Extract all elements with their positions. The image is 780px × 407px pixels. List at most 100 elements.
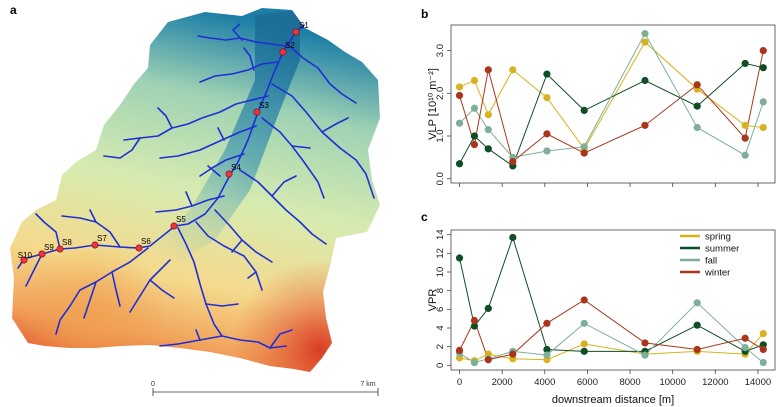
vlp-fall-point bbox=[543, 147, 551, 155]
vlp-summer-point bbox=[693, 102, 701, 110]
site-marker bbox=[135, 244, 143, 252]
vlp-fall-point bbox=[641, 29, 649, 38]
site-label: S4 bbox=[231, 163, 241, 172]
vlp-summer-point bbox=[641, 76, 649, 85]
vlp-spring-point bbox=[543, 93, 551, 102]
vlp-winter-point bbox=[484, 66, 492, 74]
vlp-spring-point bbox=[759, 123, 767, 132]
vpr-chart: c VPR downstream distance [m] 0 2 4 6 8 10 12 1… bbox=[421, 210, 776, 406]
vlp-winter-line bbox=[459, 50, 764, 163]
vpr-fall-point bbox=[693, 299, 701, 307]
vpr-spring-line bbox=[459, 333, 764, 362]
vlp-spring-point bbox=[455, 83, 464, 91]
vpr-fall-point bbox=[543, 351, 551, 359]
vlp-summer-point bbox=[759, 64, 767, 72]
vlp-summer-point bbox=[470, 132, 479, 140]
vpr-winter-point bbox=[759, 345, 767, 354]
vlp-fall-line bbox=[459, 32, 764, 158]
vpr-winter-point bbox=[470, 316, 479, 325]
vpr-x-tick-label: 14000 bbox=[745, 377, 771, 388]
legend-label-spring: spring bbox=[705, 232, 731, 243]
site-marker bbox=[20, 256, 28, 264]
vlp-spring-point bbox=[484, 111, 492, 119]
vpr-fall-line bbox=[459, 302, 764, 364]
vpr-winter-point bbox=[509, 350, 517, 358]
catchment-map: a bbox=[10, 3, 380, 396]
sampling-sites: S1 S2 S3 S4 S5 S6 S7 S8 S9 S10 bbox=[18, 21, 309, 264]
x-axis-title: downstream distance [m] bbox=[552, 394, 674, 406]
vpr-summer-point bbox=[543, 345, 551, 354]
vpr-winter-point bbox=[693, 345, 701, 354]
vpr-spring-point bbox=[580, 340, 588, 348]
vpr-y-tick-label: 4 bbox=[435, 325, 446, 330]
vpr-winter-point bbox=[484, 356, 492, 364]
vlp-spring-line bbox=[459, 41, 764, 150]
vpr-series bbox=[455, 233, 767, 367]
site-label: S10 bbox=[18, 251, 33, 260]
site-marker bbox=[38, 250, 46, 258]
legend-label-fall: fall bbox=[705, 256, 717, 267]
vlp-axes: 0.0 1.0 2.0 3.0 bbox=[435, 44, 759, 187]
vlp-winter-point bbox=[580, 149, 588, 157]
vlp-fall-point bbox=[693, 123, 701, 132]
vpr-fall-point bbox=[641, 351, 649, 359]
vpr-winter-point bbox=[543, 319, 551, 327]
vpr-fall-point bbox=[741, 344, 749, 352]
vpr-fall-point bbox=[759, 358, 767, 367]
river-network bbox=[17, 23, 375, 349]
vpr-x-tick-label: 12000 bbox=[702, 377, 728, 388]
legend-label-summer: summer bbox=[705, 244, 739, 255]
vpr-x-tick-label: 10000 bbox=[659, 377, 685, 388]
vpr-summer-point bbox=[484, 304, 492, 312]
vpr-y-tick-label: 6 bbox=[435, 307, 446, 312]
vlp-summer-line bbox=[459, 62, 764, 167]
vlp-fall-point bbox=[759, 98, 767, 106]
site-marker bbox=[292, 28, 300, 36]
vpr-summer-line bbox=[459, 235, 764, 352]
vpr-winter-point bbox=[641, 339, 649, 347]
vlp-summer-point bbox=[543, 70, 551, 78]
vpr-winter-point bbox=[580, 296, 588, 304]
scale-bar-start-label: 0 bbox=[151, 381, 155, 388]
site-label: S9 bbox=[44, 243, 54, 252]
vlp-winter-point bbox=[509, 158, 517, 166]
site-label: S2 bbox=[285, 41, 295, 50]
vlp-y-tick-label: 0.0 bbox=[435, 172, 446, 185]
vpr-x-tick-label: 6000 bbox=[577, 377, 598, 388]
scale-bar-end-label: 7 km bbox=[360, 381, 375, 388]
legend-label-winter: winter bbox=[704, 268, 730, 279]
vpr-axes: 0 2 4 6 8 10 12 14 0 2000 4000 6000 8000 10000 12000 14… bbox=[435, 229, 771, 388]
vpr-y-tick-label: 12 bbox=[435, 248, 446, 259]
site-label: S8 bbox=[62, 238, 72, 247]
vpr-y-tick-label: 0 bbox=[435, 363, 446, 368]
vlp-y-tick-label: 2.0 bbox=[435, 87, 446, 100]
site-label: S6 bbox=[141, 237, 151, 246]
site-marker bbox=[56, 245, 64, 253]
vpr-y-tick-label: 10 bbox=[435, 267, 446, 278]
panel-c-label: c bbox=[421, 210, 428, 224]
panel-a-label: a bbox=[10, 3, 17, 17]
vpr-y-axis-title: VPR bbox=[427, 289, 439, 312]
site-marker bbox=[170, 222, 178, 230]
vpr-summer-point bbox=[470, 322, 479, 330]
vpr-y-tick-label: 8 bbox=[435, 288, 446, 293]
vpr-fall-point bbox=[470, 358, 479, 367]
vpr-x-tick-label: 2000 bbox=[492, 377, 513, 388]
vlp-fall-point bbox=[484, 126, 492, 134]
panel-b-label: b bbox=[421, 7, 428, 21]
vlp-winter-point bbox=[455, 91, 464, 100]
vlp-y-tick-label: 1.0 bbox=[435, 129, 446, 142]
vlp-spring-point bbox=[641, 38, 649, 46]
vlp-fall-point bbox=[741, 151, 749, 159]
vlp-spring-point bbox=[741, 121, 749, 129]
vpr-y-tick-label: 14 bbox=[435, 229, 446, 240]
site-marker bbox=[253, 108, 261, 116]
vpr-spring-point bbox=[759, 330, 767, 338]
vlp-fall-point bbox=[580, 143, 588, 151]
site-marker bbox=[279, 48, 287, 56]
site-label: S3 bbox=[259, 101, 269, 110]
scale-bar: 0 7 km bbox=[151, 381, 379, 396]
vlp-winter-point bbox=[543, 130, 551, 138]
